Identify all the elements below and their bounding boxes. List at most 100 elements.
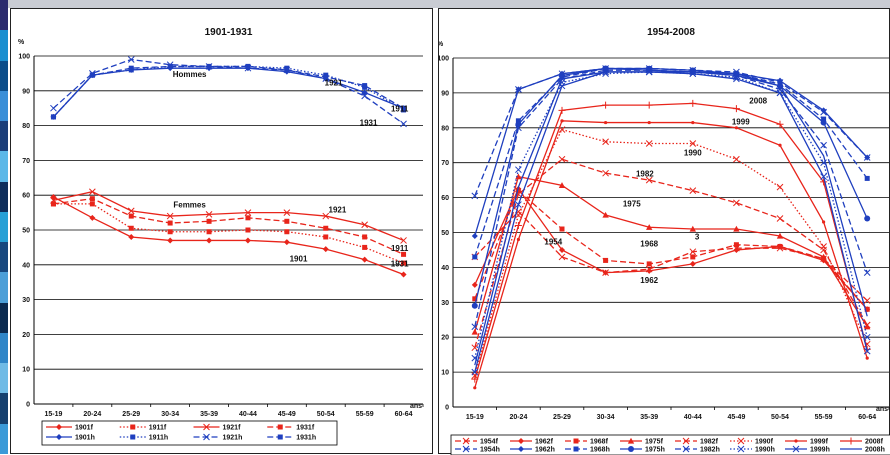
legend-label: 1921h (223, 435, 243, 442)
legend-label: 1982f (700, 439, 719, 446)
legend-label: 1968f (590, 439, 609, 446)
data-point (689, 187, 697, 194)
series-line (474, 71, 868, 366)
legend-item: 1921f (193, 423, 241, 432)
data-point (777, 243, 783, 249)
legend-label: 1954h (480, 447, 500, 454)
legend-label: 1962f (535, 439, 554, 446)
data-point (646, 261, 652, 267)
data-point (794, 439, 798, 443)
stripe-segment (0, 393, 8, 424)
legend-item: 1931h (267, 434, 316, 442)
data-point (689, 225, 696, 232)
data-point (733, 242, 739, 248)
legend-label: 1990h (755, 447, 775, 454)
series-1921f (50, 188, 407, 244)
data-point (462, 437, 470, 445)
y-tick-label: 30 (441, 300, 449, 307)
data-point (206, 218, 212, 224)
data-point (864, 154, 871, 161)
annotation-label: 1911 (391, 105, 409, 114)
legend-item: 2008h (840, 447, 885, 454)
data-point (864, 306, 870, 312)
data-point (472, 254, 478, 260)
x-tick-label: 55-59 (356, 411, 374, 418)
data-point (734, 126, 738, 130)
data-point (863, 269, 871, 276)
data-point (518, 446, 524, 452)
legend-label: 1999f (810, 439, 829, 446)
data-point (245, 227, 251, 233)
data-point (737, 437, 745, 445)
data-point (89, 72, 95, 78)
data-point (206, 229, 212, 235)
data-point (166, 212, 174, 220)
data-point (558, 182, 566, 188)
chart-title: 1954-2008 (647, 27, 695, 38)
legend-item: 2008f (840, 437, 884, 446)
series-line (474, 120, 868, 388)
data-point (559, 246, 565, 253)
legend-label: 1990f (755, 439, 774, 446)
data-point (50, 104, 57, 112)
annotation-label: 1911 (391, 244, 409, 253)
x-tick-label: 15-19 (44, 411, 62, 418)
series-1999f (473, 119, 869, 390)
annotation-label: 1921 (329, 206, 347, 215)
y-tick-label: 50 (441, 230, 449, 237)
series-1931f (50, 196, 407, 257)
data-point (284, 218, 290, 224)
data-point (471, 232, 478, 239)
data-point (205, 210, 213, 218)
data-point (733, 199, 740, 207)
x-tick-label: 45-49 (727, 414, 745, 421)
annotation-label: Femmes (173, 200, 206, 209)
data-point (863, 297, 871, 304)
data-point (56, 424, 62, 430)
data-point (821, 116, 827, 122)
data-point (167, 229, 173, 235)
legend-label: 1901f (75, 425, 94, 432)
data-point (89, 196, 95, 202)
y-tick-label: 40 (441, 265, 449, 272)
chart-title: 1901-1931 (205, 27, 253, 38)
legend-label: 1975h (645, 447, 665, 454)
data-point (689, 248, 697, 256)
data-point (690, 254, 696, 260)
stripe-segment (0, 363, 8, 394)
y-tick-label: 50 (22, 228, 30, 235)
data-point (863, 347, 871, 355)
stripe-segment (0, 90, 8, 122)
annotation-label: 1975 (623, 199, 641, 208)
data-point (776, 183, 784, 191)
data-point (130, 424, 136, 430)
data-point (558, 155, 566, 163)
data-point (602, 101, 610, 109)
chart-panel-1901-1931: 1901-1931% 0 10 20 30 40 50 60 70 80 90 100 15-19 20-… (10, 8, 433, 454)
stripe-segment (0, 151, 8, 182)
legend-label: 1982h (700, 447, 720, 454)
data-point (323, 234, 329, 240)
series-line (474, 128, 868, 376)
legend-item: 1901f (46, 424, 94, 432)
data-point (128, 213, 134, 219)
legend-label: 1931h (296, 435, 316, 442)
data-point (471, 281, 478, 288)
data-point (516, 237, 520, 242)
data-point (682, 445, 690, 453)
annotation-label: 1982 (636, 170, 654, 179)
legend-label: 1911h (149, 435, 168, 442)
series-1999h (471, 68, 871, 376)
data-point (820, 107, 827, 114)
data-point (559, 226, 565, 232)
y-tick-label: 90 (441, 90, 449, 97)
legend-item: 1962f (510, 438, 554, 446)
data-point (691, 120, 695, 125)
legend-item: 1962h (510, 446, 555, 454)
data-point (401, 260, 407, 266)
data-point (864, 175, 870, 181)
data-point (776, 89, 784, 97)
annotation-label: 3 (695, 232, 700, 241)
y-tick-label: 0 (445, 405, 449, 412)
data-point (89, 214, 96, 221)
